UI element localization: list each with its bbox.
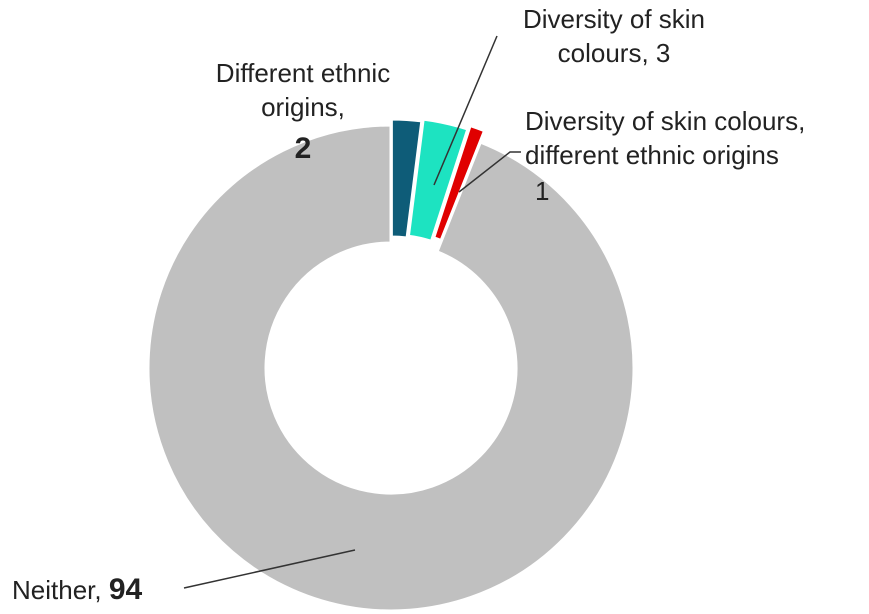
slice-label-diversity-of-skin-colours-line-1: Diversity of skin (523, 4, 705, 34)
leader-line-diversity-of-skin-colours (433, 35, 498, 186)
donut-slices (146, 117, 636, 613)
leader-lines (183, 35, 521, 589)
slice-different-ethnic-origins (389, 117, 424, 240)
slice-labels: Different ethnic origins, 2 Diversity of sk… (12, 4, 805, 606)
slice-label-diversity-of-skin-colours-different-ethnic-origins-line-1: Diversity of skin colours, (525, 106, 805, 136)
slice-label-diversity-of-skin-colours-line-2: colours, 3 (558, 38, 671, 68)
leader-line-neither (183, 549, 356, 589)
slice-label-different-ethnic-origins-line-1: Different ethnic (216, 58, 390, 88)
slice-value-different-ethnic-origins: 2 (295, 132, 312, 165)
slice-value-neither: 94 (109, 573, 143, 606)
slice-value-diversity-of-skin-colours-different-ethnic-origins: 1 (535, 176, 549, 206)
slice-label-diversity-of-skin-colours-different-ethnic-origins-line-2: different ethnic origins (525, 140, 779, 170)
slice-label-neither-line-1: Neither, 94 (12, 573, 143, 606)
slice-diversity-of-skin-colours (406, 117, 470, 244)
leader-line-diversity-of-skin-colours-different-ethnic-origins (458, 151, 521, 193)
slice-label-different-ethnic-origins-line-2: origins, (261, 92, 345, 122)
slice-neither (146, 123, 636, 613)
